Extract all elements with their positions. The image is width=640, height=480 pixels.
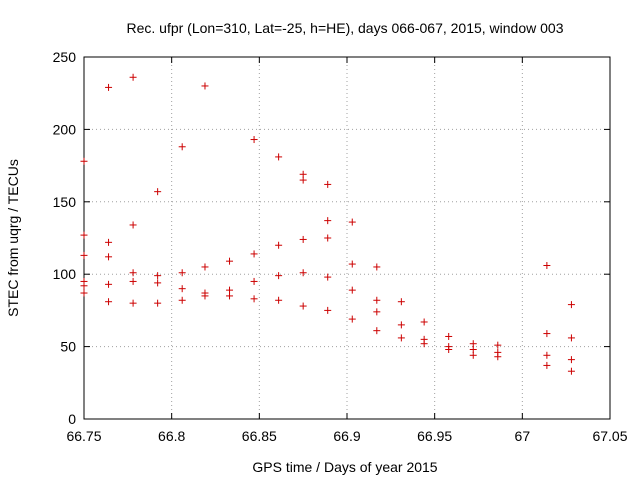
data-point: [105, 280, 113, 288]
data-point: [445, 332, 453, 340]
y-tick-label: 50: [60, 339, 76, 355]
data-point: [275, 153, 283, 161]
data-point: [567, 301, 575, 309]
grid-lines: [84, 57, 610, 419]
data-point: [250, 277, 258, 285]
x-tick-label: 66.95: [417, 428, 452, 444]
data-point: [469, 351, 477, 359]
data-point: [178, 269, 186, 277]
data-point: [299, 235, 307, 243]
x-tick-label: 66.75: [66, 428, 101, 444]
data-point: [129, 73, 137, 81]
y-axis-title: STEC from uqrg / TECUs: [5, 159, 21, 317]
x-tick-label: 66.9: [333, 428, 360, 444]
x-tick-label: 66.8: [158, 428, 185, 444]
data-point: [420, 340, 428, 348]
data-point: [201, 292, 209, 300]
data-point: [250, 295, 258, 303]
data-point: [154, 279, 162, 287]
data-point: [397, 334, 405, 342]
data-point: [543, 330, 551, 338]
data-point: [373, 296, 381, 304]
data-point: [178, 285, 186, 293]
data-point: [201, 263, 209, 271]
y-tick-label: 250: [53, 49, 77, 65]
data-point: [105, 238, 113, 246]
data-point: [373, 263, 381, 271]
x-tick-label: 66.85: [242, 428, 277, 444]
x-axis: 66.75 66.8 66.85 66.9 66.95 67 67.05: [66, 57, 628, 444]
data-point: [80, 157, 88, 165]
data-point: [105, 298, 113, 306]
data-point: [129, 299, 137, 307]
data-point: [226, 257, 234, 265]
data-point: [154, 188, 162, 196]
y-tick-label: 100: [53, 266, 77, 282]
data-point: [80, 251, 88, 259]
data-point: [178, 296, 186, 304]
data-point: [324, 180, 332, 188]
data-point: [397, 298, 405, 306]
data-point: [154, 272, 162, 280]
x-axis-title: GPS time / Days of year 2015: [252, 459, 437, 475]
data-point: [543, 262, 551, 270]
data-point: [324, 234, 332, 242]
x-tick-label: 67.05: [592, 428, 627, 444]
x-tick-label: 67: [515, 428, 531, 444]
data-point: [129, 221, 137, 229]
data-point: [348, 286, 356, 294]
data-point: [250, 250, 258, 258]
data-point: [373, 327, 381, 335]
data-point: [445, 345, 453, 353]
data-point: [201, 82, 209, 90]
data-point: [178, 143, 186, 151]
data-point: [129, 277, 137, 285]
chart-title: Rec. ufpr (Lon=310, Lat=-25, h=HE), days…: [126, 20, 563, 36]
y-tick-label: 200: [53, 121, 77, 137]
data-points: [80, 73, 575, 375]
data-point: [105, 83, 113, 91]
data-point: [397, 321, 405, 329]
data-point: [348, 260, 356, 268]
y-axis: 0 50 100 150 200 250: [53, 49, 610, 427]
data-point: [275, 296, 283, 304]
data-point: [275, 272, 283, 280]
data-point: [567, 367, 575, 375]
y-tick-label: 0: [68, 411, 76, 427]
data-point: [567, 356, 575, 364]
data-point: [299, 302, 307, 310]
data-point: [299, 176, 307, 184]
data-point: [494, 353, 502, 361]
data-point: [420, 318, 428, 326]
data-point: [226, 292, 234, 300]
data-point: [494, 341, 502, 349]
data-point: [324, 273, 332, 281]
data-point: [250, 136, 258, 144]
data-point: [567, 334, 575, 342]
data-point: [105, 253, 113, 261]
y-tick-label: 150: [53, 194, 77, 210]
data-point: [154, 299, 162, 307]
data-point: [324, 217, 332, 225]
data-point: [348, 218, 356, 226]
data-point: [348, 315, 356, 323]
data-point: [299, 269, 307, 277]
data-point: [543, 361, 551, 369]
data-point: [129, 269, 137, 277]
data-point: [80, 282, 88, 290]
data-point: [80, 289, 88, 297]
data-point: [275, 241, 283, 249]
data-point: [324, 306, 332, 314]
data-point: [373, 308, 381, 316]
data-point: [543, 351, 551, 359]
data-point: [80, 231, 88, 239]
